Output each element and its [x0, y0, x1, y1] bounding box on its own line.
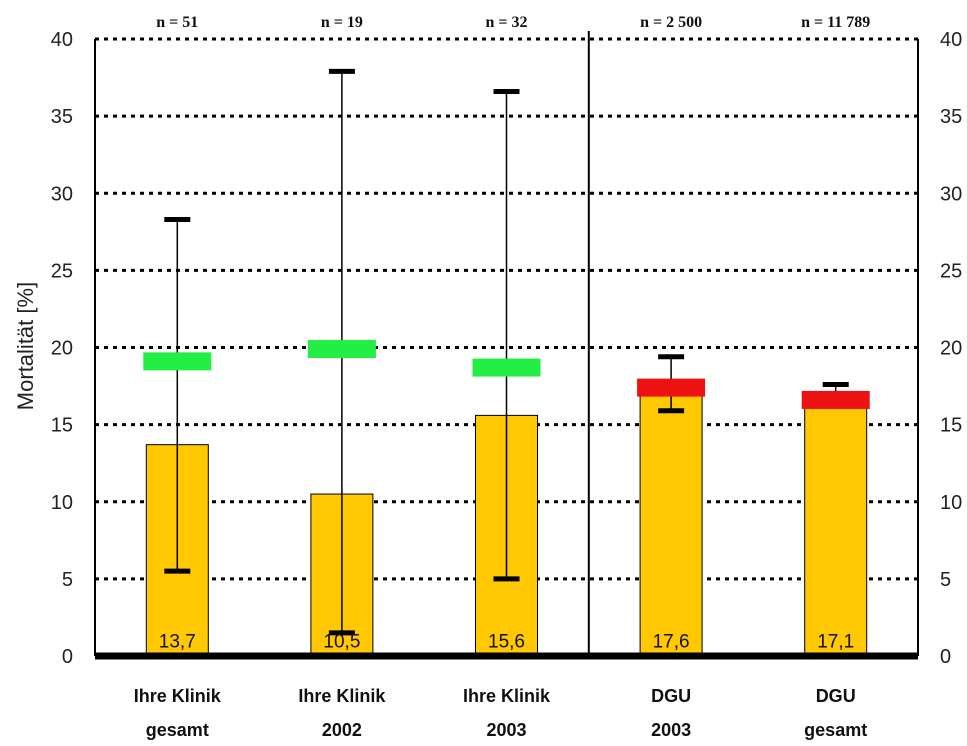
category-label-line1: Ihre Klinik [463, 686, 551, 706]
category-label-line2: gesamt [804, 720, 867, 740]
category-label-line1: Ihre Klinik [298, 686, 386, 706]
y-tick-label: 10 [51, 492, 73, 514]
y-tick-label: 35 [51, 106, 73, 128]
y-tick-label: 25 [940, 260, 962, 282]
y-tick-label: 15 [51, 415, 73, 437]
value-label: 17,6 [653, 632, 690, 653]
y-tick-label: 35 [940, 106, 962, 128]
y-tick-label: 30 [940, 183, 962, 205]
y-tick-label: 20 [940, 338, 962, 360]
expected-markers [143, 340, 870, 409]
y-tick-label: 40 [940, 29, 962, 51]
category-labels: Ihre Klinik gesamt Ihre Klinik 2002 Ihre Kli… [134, 686, 867, 740]
category-label-line2: 2003 [486, 720, 526, 740]
expected-marker [307, 340, 376, 359]
n-label: n = 32 [485, 14, 527, 31]
value-labels: 13,7 10,5 15,6 17,6 17,1 [159, 632, 854, 653]
y-tick-label: 20 [51, 338, 73, 360]
value-label: 15,6 [488, 632, 525, 653]
y-tick-label: 15 [940, 415, 962, 437]
category-label-line1: DGU [816, 686, 856, 706]
y-axis-left-ticks: 0 5 10 15 20 25 30 35 40 [51, 29, 73, 668]
n-label: n = 11 789 [801, 14, 870, 31]
category-label-line2: 2002 [322, 720, 362, 740]
category-label-line2: 2003 [651, 720, 691, 740]
category-label-line1: Ihre Klinik [134, 686, 222, 706]
y-axis-right-ticks: 0 5 10 15 20 25 30 35 40 [940, 29, 962, 668]
expected-marker [472, 358, 541, 377]
expected-marker [637, 378, 706, 397]
y-tick-label: 25 [51, 260, 73, 282]
y-tick-label: 5 [940, 569, 951, 591]
value-label: 10,5 [323, 632, 360, 653]
error-bars [164, 68, 849, 636]
y-tick-label: 40 [51, 29, 73, 51]
y-tick-label: 0 [62, 646, 73, 668]
y-axis-label: Mortalität [%] [13, 282, 38, 410]
expected-marker [801, 390, 870, 409]
bar [639, 384, 703, 657]
expected-marker [143, 352, 212, 371]
n-label: n = 2 500 [640, 14, 702, 31]
y-tick-label: 5 [62, 569, 73, 591]
n-label: n = 19 [321, 14, 363, 31]
category-label-line1: DGU [651, 686, 691, 706]
value-label: 13,7 [159, 632, 196, 653]
y-tick-label: 0 [940, 646, 951, 668]
n-labels: n = 51 n = 19 n = 32 n = 2 500 n = 11 789 [156, 14, 870, 31]
gridlines [95, 37, 918, 581]
y-tick-label: 30 [51, 183, 73, 205]
n-label: n = 51 [156, 14, 198, 31]
value-label: 17,1 [817, 632, 854, 653]
y-tick-label: 10 [940, 492, 962, 514]
bar [804, 391, 868, 657]
category-label-line2: gesamt [146, 720, 209, 740]
